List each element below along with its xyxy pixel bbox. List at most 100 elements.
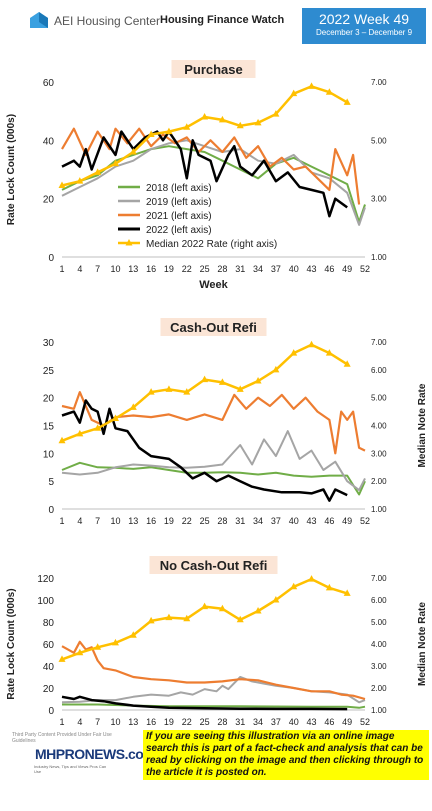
x-tick-label: 49 xyxy=(342,516,352,526)
rate-marker xyxy=(272,365,280,373)
y2-axis-title: Median Note Rate xyxy=(417,383,428,467)
x-tick-label: 4 xyxy=(77,717,82,727)
legend-rate-marker xyxy=(125,239,133,246)
rate-marker xyxy=(58,436,66,444)
y2-tick-label: 7.00 xyxy=(371,78,387,87)
x-tick-label: 1 xyxy=(59,717,64,727)
rate-marker xyxy=(308,575,316,582)
rate-marker xyxy=(183,123,191,130)
x-tick-label: 28 xyxy=(217,516,227,526)
rate-marker xyxy=(343,589,351,596)
rate-marker xyxy=(236,385,244,392)
x-tick-label: 31 xyxy=(235,717,245,727)
x-tick-label: 28 xyxy=(217,264,227,274)
footer: Third Party Content Provided Under Fair … xyxy=(0,730,432,811)
y2-tick-label: 4.00 xyxy=(371,640,387,649)
rate-marker xyxy=(147,616,155,624)
x-tick-label: 43 xyxy=(307,264,317,274)
x-tick-label: 43 xyxy=(307,717,317,727)
x-tick-label: 13 xyxy=(128,516,138,526)
y-tick-label: 10 xyxy=(43,449,55,460)
x-tick-label: 52 xyxy=(360,264,370,274)
rate-marker xyxy=(76,429,84,437)
y2-tick-label: 5.00 xyxy=(371,136,387,145)
rate-marker xyxy=(129,403,137,410)
x-tick-label: 19 xyxy=(164,516,174,526)
x-tick-label: 34 xyxy=(253,516,263,526)
aei-logo-icon xyxy=(30,12,48,28)
x-tick-label: 16 xyxy=(146,264,156,274)
rate-marker xyxy=(129,148,137,155)
x-tick-label: 16 xyxy=(146,717,156,727)
mhpronews-tagline: Industry News, Tips and Views Pros Can U… xyxy=(34,764,107,774)
rate-marker xyxy=(147,388,155,395)
y-tick-label: 0 xyxy=(48,253,54,264)
y-tick-label: 80 xyxy=(43,618,55,629)
y2-tick-label: 2.00 xyxy=(371,684,387,693)
y-tick-label: 30 xyxy=(43,338,55,349)
y2-tick-label: 4.00 xyxy=(371,422,387,431)
series-line-s2021 xyxy=(61,640,366,701)
y-tick-label: 0 xyxy=(48,706,54,717)
x-tick-label: 25 xyxy=(200,264,210,274)
rate-marker xyxy=(236,615,244,623)
x-tick-label: 22 xyxy=(182,264,192,274)
chart-title-background xyxy=(160,318,267,336)
y2-tick-label: 1.00 xyxy=(371,505,387,514)
x-tick-label: 46 xyxy=(324,264,334,274)
rate-marker xyxy=(272,596,280,603)
x-tick-label: 52 xyxy=(360,717,370,727)
series-line-s2018 xyxy=(61,145,366,223)
y-tick-label: 60 xyxy=(43,78,55,89)
x-tick-label: 10 xyxy=(110,717,120,727)
rate-marker xyxy=(183,614,191,622)
x-tick-label: 1 xyxy=(59,516,64,526)
y2-tick-label: 6.00 xyxy=(371,596,387,605)
y-tick-label: 40 xyxy=(43,662,55,673)
y-tick-label: 15 xyxy=(43,422,55,433)
x-tick-label: 10 xyxy=(110,264,120,274)
rate-marker xyxy=(343,360,351,367)
rate-marker xyxy=(165,613,173,621)
mhpronews-logo[interactable]: MHPRONEWS.com xyxy=(35,746,156,762)
rate-marker xyxy=(236,121,244,129)
rate-marker xyxy=(94,424,102,431)
x-tick-label: 46 xyxy=(324,516,334,526)
x-tick-label: 34 xyxy=(253,717,263,727)
x-tick-label: 7 xyxy=(95,264,100,274)
rate-marker xyxy=(111,638,119,646)
y2-axis-title: Median Note Rate xyxy=(417,602,428,686)
rate-marker xyxy=(111,414,119,422)
rate-marker xyxy=(201,113,209,120)
rate-marker xyxy=(290,349,298,356)
week-dates: December 3 – December 9 xyxy=(315,28,413,37)
rate-marker xyxy=(147,130,155,137)
x-tick-label: 31 xyxy=(235,516,245,526)
rate-marker xyxy=(308,340,316,348)
x-tick-label: 37 xyxy=(271,717,281,727)
x-tick-label: 46 xyxy=(324,717,334,727)
chart-title-background xyxy=(149,556,278,574)
rate-marker xyxy=(218,604,226,612)
y-tick-label: 100 xyxy=(37,596,54,607)
rate-marker xyxy=(76,177,84,184)
chart-title-background xyxy=(171,60,256,78)
legend-label: 2019 (left axis) xyxy=(146,197,212,208)
x-tick-label: 52 xyxy=(360,516,370,526)
rate-marker xyxy=(201,602,209,610)
rate-marker xyxy=(165,385,173,392)
rate-marker xyxy=(325,88,333,95)
rate-marker xyxy=(76,648,84,656)
x-tick-label: 10 xyxy=(110,516,120,526)
x-tick-label: 25 xyxy=(200,516,210,526)
x-tick-label: 43 xyxy=(307,516,317,526)
chart-title: Purchase xyxy=(184,62,243,77)
x-tick-label: 37 xyxy=(271,264,281,274)
series-line-s2019 xyxy=(61,676,366,704)
rate-marker xyxy=(325,583,333,591)
rate-marker xyxy=(254,376,262,384)
x-tick-label: 40 xyxy=(289,264,299,274)
x-tick-label: 49 xyxy=(342,264,352,274)
x-axis-title: Week xyxy=(199,279,228,291)
logo-text: AEI Housing Center xyxy=(54,14,161,28)
